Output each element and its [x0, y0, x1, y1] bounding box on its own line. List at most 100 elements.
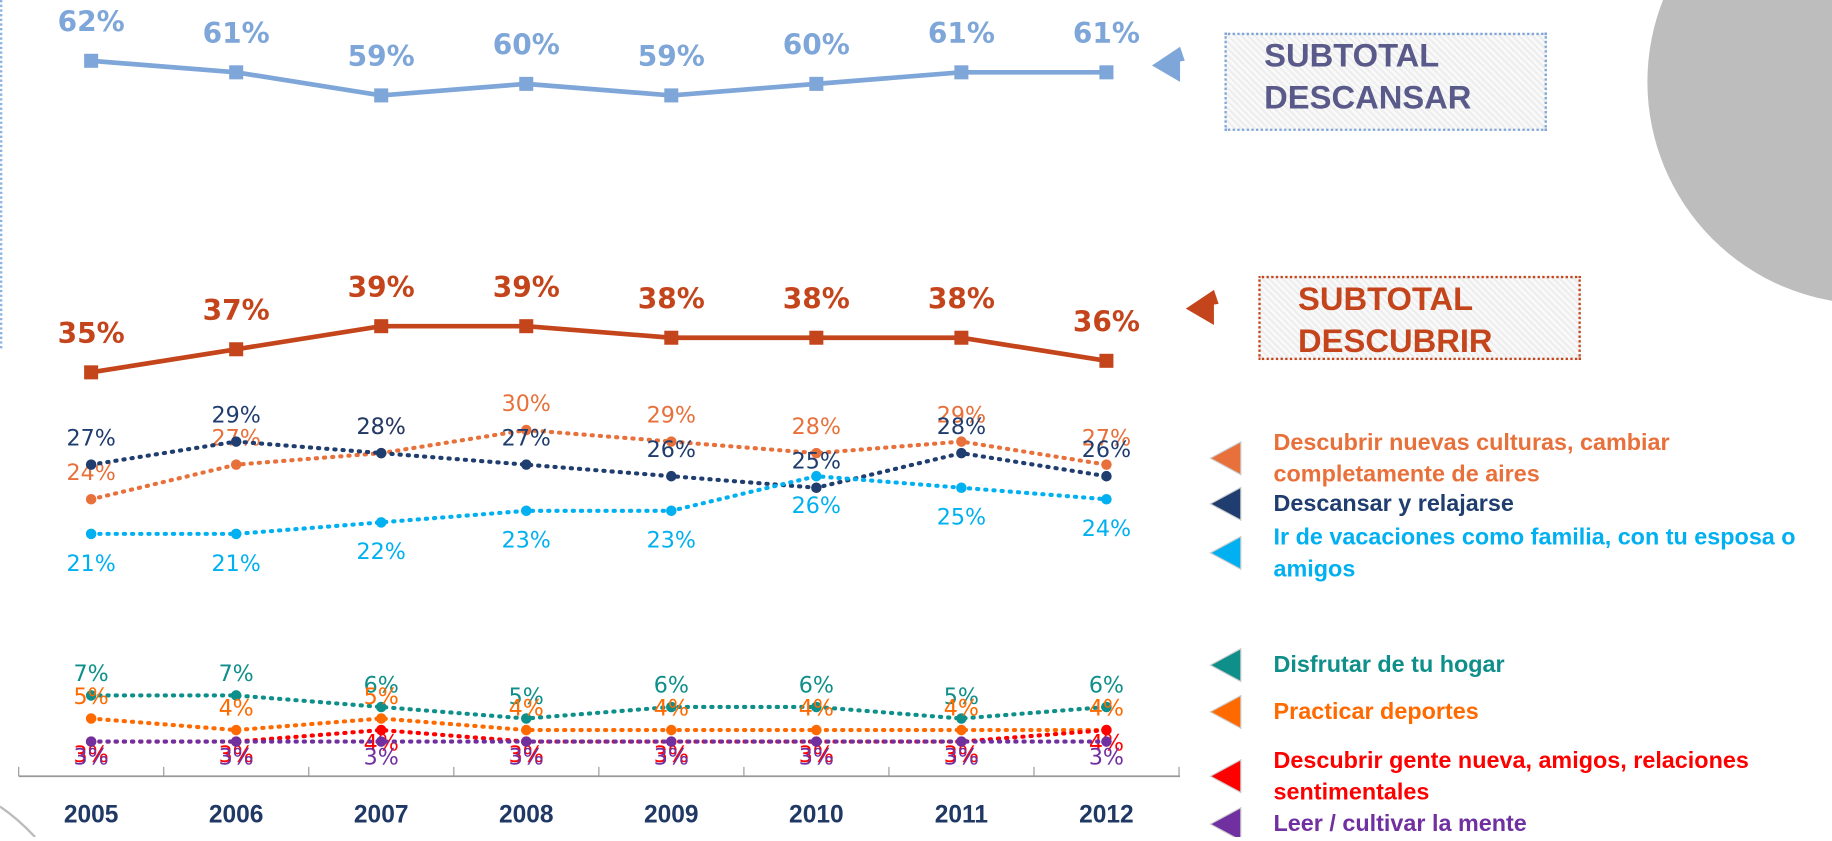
data-label: 60% [493, 28, 560, 61]
data-label: 62% [58, 5, 125, 38]
marker [1101, 494, 1112, 505]
legend-label: Descansar y relajarse [1273, 490, 1514, 517]
marker [811, 470, 822, 482]
data-label: 4% [654, 696, 689, 722]
marker [956, 724, 967, 736]
marker [520, 736, 532, 747]
data-label: 29% [937, 402, 986, 428]
data-label: 26% [1082, 437, 1131, 463]
marker [666, 724, 677, 736]
data-label: 38% [638, 282, 705, 315]
x-tick-label: 2005 [64, 801, 119, 828]
data-label: 3% [364, 744, 399, 770]
marker [375, 517, 387, 528]
series-line [89, 716, 1109, 733]
x-tick-label: 2009 [644, 801, 699, 828]
marker [375, 736, 387, 747]
marker [956, 736, 967, 747]
legend-box: SUBTOTAL DESCUBRIR [1258, 275, 1581, 361]
legend-triangle [1209, 694, 1242, 730]
marker [811, 447, 822, 459]
data-label: 27% [502, 425, 551, 451]
decor-curve [0, 805, 36, 837]
data-label: 3% [219, 744, 254, 770]
data-label: 36% [1073, 305, 1140, 338]
marker [956, 436, 967, 447]
legend-triangle [1185, 292, 1214, 325]
marker [666, 470, 677, 482]
data-label: 3% [509, 744, 544, 770]
data-label: 6% [799, 672, 834, 698]
data-label: 38% [928, 282, 995, 315]
data-label: 60% [783, 28, 850, 61]
data-label: 38% [783, 282, 850, 315]
marker [229, 342, 244, 357]
x-tick-label: 2008 [499, 801, 554, 828]
series-line [88, 323, 1109, 375]
data-label: 29% [212, 402, 261, 428]
marker [230, 528, 242, 540]
legend-triangle [1152, 49, 1181, 82]
data-label: 35% [58, 317, 125, 350]
marker [230, 459, 242, 470]
marker [85, 459, 97, 470]
data-label: 28% [357, 414, 406, 440]
marker [375, 713, 387, 724]
marker [374, 88, 389, 103]
data-label: 28% [792, 414, 841, 440]
marker [519, 319, 534, 334]
data-label: 4% [799, 696, 834, 722]
data-label: 4% [944, 696, 979, 722]
data-label: 28% [937, 414, 986, 440]
marker [1101, 724, 1112, 736]
marker [230, 736, 242, 747]
marker [811, 724, 822, 736]
legend-label: Practicar deportes [1273, 699, 1479, 725]
data-label: 39% [348, 271, 415, 304]
marker [84, 365, 99, 380]
data-label: 7% [219, 661, 254, 687]
marker [1099, 65, 1114, 80]
data-label: 61% [203, 17, 270, 50]
marker [666, 436, 677, 447]
marker [85, 494, 97, 505]
data-label: 24% [1082, 516, 1131, 542]
legend-label: Leer / cultivar la mente [1273, 811, 1527, 837]
data-label: 27% [66, 425, 115, 451]
data-label: 5% [74, 684, 109, 710]
marker [811, 736, 822, 747]
x-tick-label: 2011 [935, 801, 988, 828]
data-label: 28% [357, 414, 406, 440]
data-label: 23% [647, 528, 696, 554]
marker [520, 424, 532, 436]
marker [956, 482, 967, 493]
marker [666, 701, 677, 713]
data-label: 6% [654, 672, 689, 698]
data-label: 39% [493, 271, 560, 304]
marker [519, 76, 534, 91]
marker [230, 724, 242, 736]
legend-label: Descubrir gente nueva, amigos, relacione… [1273, 748, 1749, 806]
data-label: 23% [502, 528, 551, 554]
legend-triangle [1209, 647, 1242, 683]
data-label: 5% [509, 684, 544, 710]
x-tick-label: 2012 [1079, 801, 1134, 828]
series-line [89, 474, 1109, 536]
data-label: 4% [509, 696, 544, 722]
data-label: 5% [364, 684, 399, 710]
data-label: 26% [647, 437, 696, 463]
legend-triangle [1209, 535, 1242, 571]
marker [230, 690, 242, 701]
marker [375, 447, 387, 459]
marker [520, 505, 532, 517]
legend-label: Descubrir nuevas culturas, cambiar compl… [1273, 430, 1670, 488]
data-label: 3% [944, 744, 979, 770]
marker [666, 505, 677, 517]
marker [85, 690, 97, 701]
data-label: 30% [502, 391, 551, 417]
marker [954, 330, 969, 345]
data-label: 3% [74, 744, 109, 770]
marker [1101, 459, 1112, 470]
data-label: 61% [928, 17, 995, 50]
